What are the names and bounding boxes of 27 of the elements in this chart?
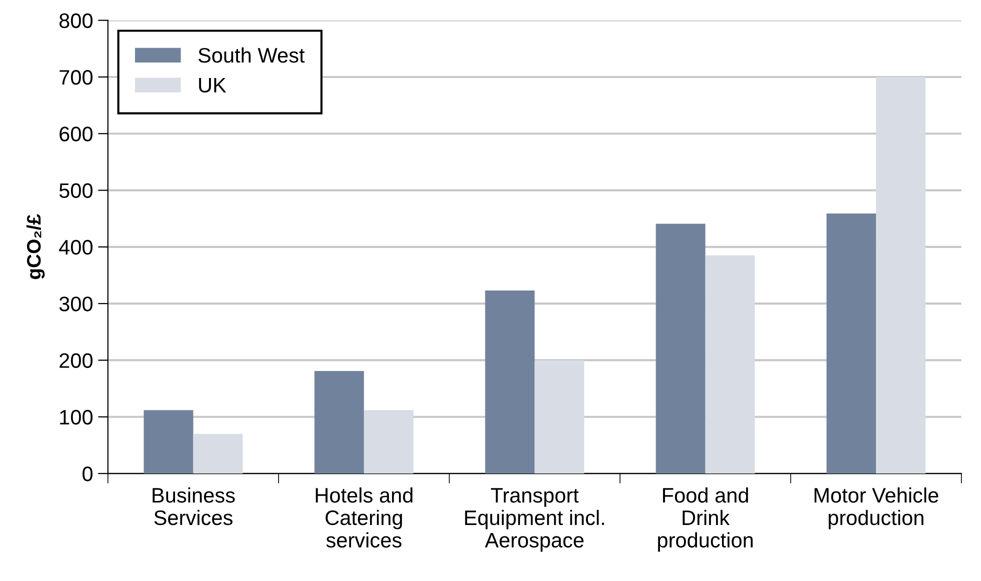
y-tick-label: 400 [59,240,93,255]
bar [144,410,194,474]
y-tick-label: 300 [59,296,93,312]
bar [826,214,876,474]
bar [876,76,926,474]
bar [656,224,706,474]
y-tick-label: 0 [82,466,93,482]
y-tick-label: 100 [60,410,93,425]
y-tick-label: 800 [59,13,93,28]
bar [534,360,584,474]
bar [485,290,535,474]
bar [314,370,364,474]
x-tick-label: Business Services [152,487,235,526]
bar [364,410,414,474]
legend-label: UK [199,78,226,93]
y-tick-label: 500 [59,183,93,198]
y-tick-label: 700 [60,70,93,85]
bar [705,255,755,474]
y-axis-title: gCO₂/£ [26,214,45,280]
x-tick-label: Transport Equipment incl. Aerospace [465,488,604,552]
x-tick-label: Food and Drink production [658,487,753,552]
legend-label: South West [198,47,305,63]
x-tick-label: Hotels and Catering services [316,487,412,548]
x-tick-label: Motor Vehicle production [814,487,938,530]
bar [193,434,243,474]
y-tick-label: 200 [60,353,93,368]
y-tick-label: 600 [60,126,93,142]
